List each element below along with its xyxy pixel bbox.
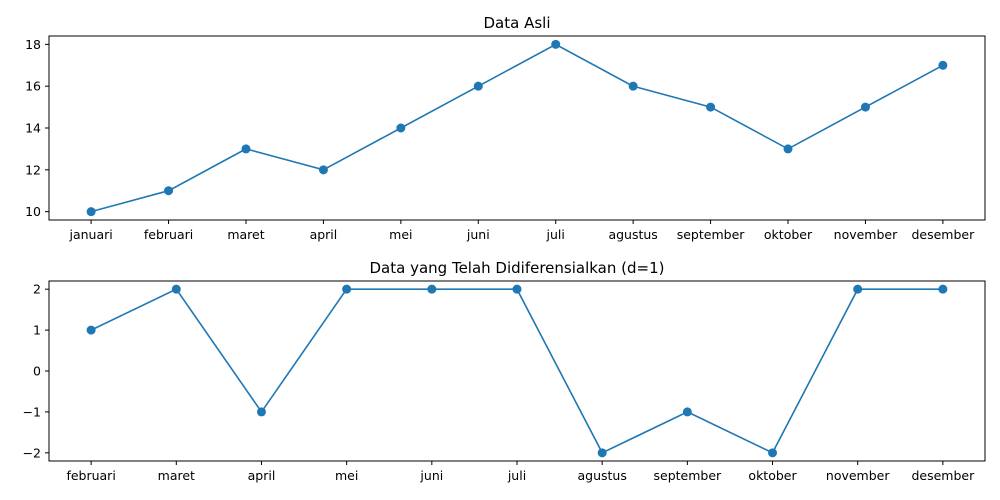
- data-point: [768, 448, 778, 458]
- data-point: [318, 165, 328, 175]
- y-tick-label: 1: [33, 323, 41, 338]
- x-tick-label: november: [826, 468, 890, 483]
- y-tick-label: 0: [33, 364, 41, 379]
- data-point: [628, 81, 638, 91]
- x-tick-label: agustus: [577, 468, 626, 483]
- x-tick-label: oktober: [764, 227, 813, 242]
- y-tick-label: 14: [25, 121, 41, 136]
- y-tick-label: 18: [25, 37, 41, 52]
- data-point: [551, 39, 561, 49]
- data-point: [938, 284, 948, 294]
- data-point: [171, 284, 181, 294]
- chart-title: Data yang Telah Didiferensialkan (d=1): [370, 259, 665, 277]
- y-tick-label: 2: [33, 282, 41, 297]
- x-tick-label: september: [677, 227, 746, 242]
- x-tick-label: maret: [158, 468, 195, 483]
- data-point: [783, 144, 793, 154]
- data-point: [396, 123, 406, 133]
- x-tick-label: oktober: [748, 468, 797, 483]
- x-tick-label: januari: [68, 227, 112, 242]
- data-point: [512, 284, 522, 294]
- y-tick-label: 10: [25, 204, 41, 219]
- axes-frame: [48, 35, 986, 221]
- x-tick-label: november: [834, 227, 898, 242]
- series-line: [90, 288, 943, 454]
- data-point: [427, 284, 437, 294]
- data-point: [256, 407, 266, 417]
- y-tick-label: −2: [23, 445, 41, 460]
- chart-differenced-data: Data yang Telah Didiferensialkan (d=1) 2 1…: [23, 259, 986, 483]
- x-tick-label: mei: [389, 227, 412, 242]
- x-tick-label: juli: [507, 468, 526, 483]
- x-tick-label: agustus: [608, 227, 657, 242]
- x-tick-label: juni: [466, 227, 490, 242]
- data-point: [241, 144, 251, 154]
- data-point: [706, 102, 716, 112]
- data-point: [682, 407, 692, 417]
- x-tick-label: maret: [227, 227, 264, 242]
- x-tick-label: desember: [911, 468, 975, 483]
- data-point: [938, 60, 948, 70]
- data-point: [342, 284, 352, 294]
- x-tick-label: juni: [419, 468, 443, 483]
- x-tick-label: april: [248, 468, 276, 483]
- x-tick-label: februari: [66, 468, 115, 483]
- y-tick-label: 12: [25, 162, 41, 177]
- chart-original-data: Data Asli 10 12 14 16 18 januari februari maret a…: [25, 14, 986, 242]
- x-tick-label: desember: [911, 227, 975, 242]
- data-point: [86, 207, 96, 217]
- x-tick-label: juli: [546, 227, 565, 242]
- y-tick-label: −1: [23, 404, 41, 419]
- x-tick-label: april: [310, 227, 338, 242]
- x-tick-label: februari: [144, 227, 193, 242]
- data-point: [860, 102, 870, 112]
- x-tick-label: september: [654, 468, 723, 483]
- chart-title: Data Asli: [484, 14, 551, 32]
- y-tick-label: 16: [25, 79, 41, 94]
- data-point: [597, 448, 607, 458]
- data-point: [853, 284, 863, 294]
- data-point: [164, 186, 174, 196]
- x-tick-label: mei: [335, 468, 358, 483]
- series-line: [90, 43, 944, 213]
- data-point: [473, 81, 483, 91]
- data-point: [86, 325, 96, 335]
